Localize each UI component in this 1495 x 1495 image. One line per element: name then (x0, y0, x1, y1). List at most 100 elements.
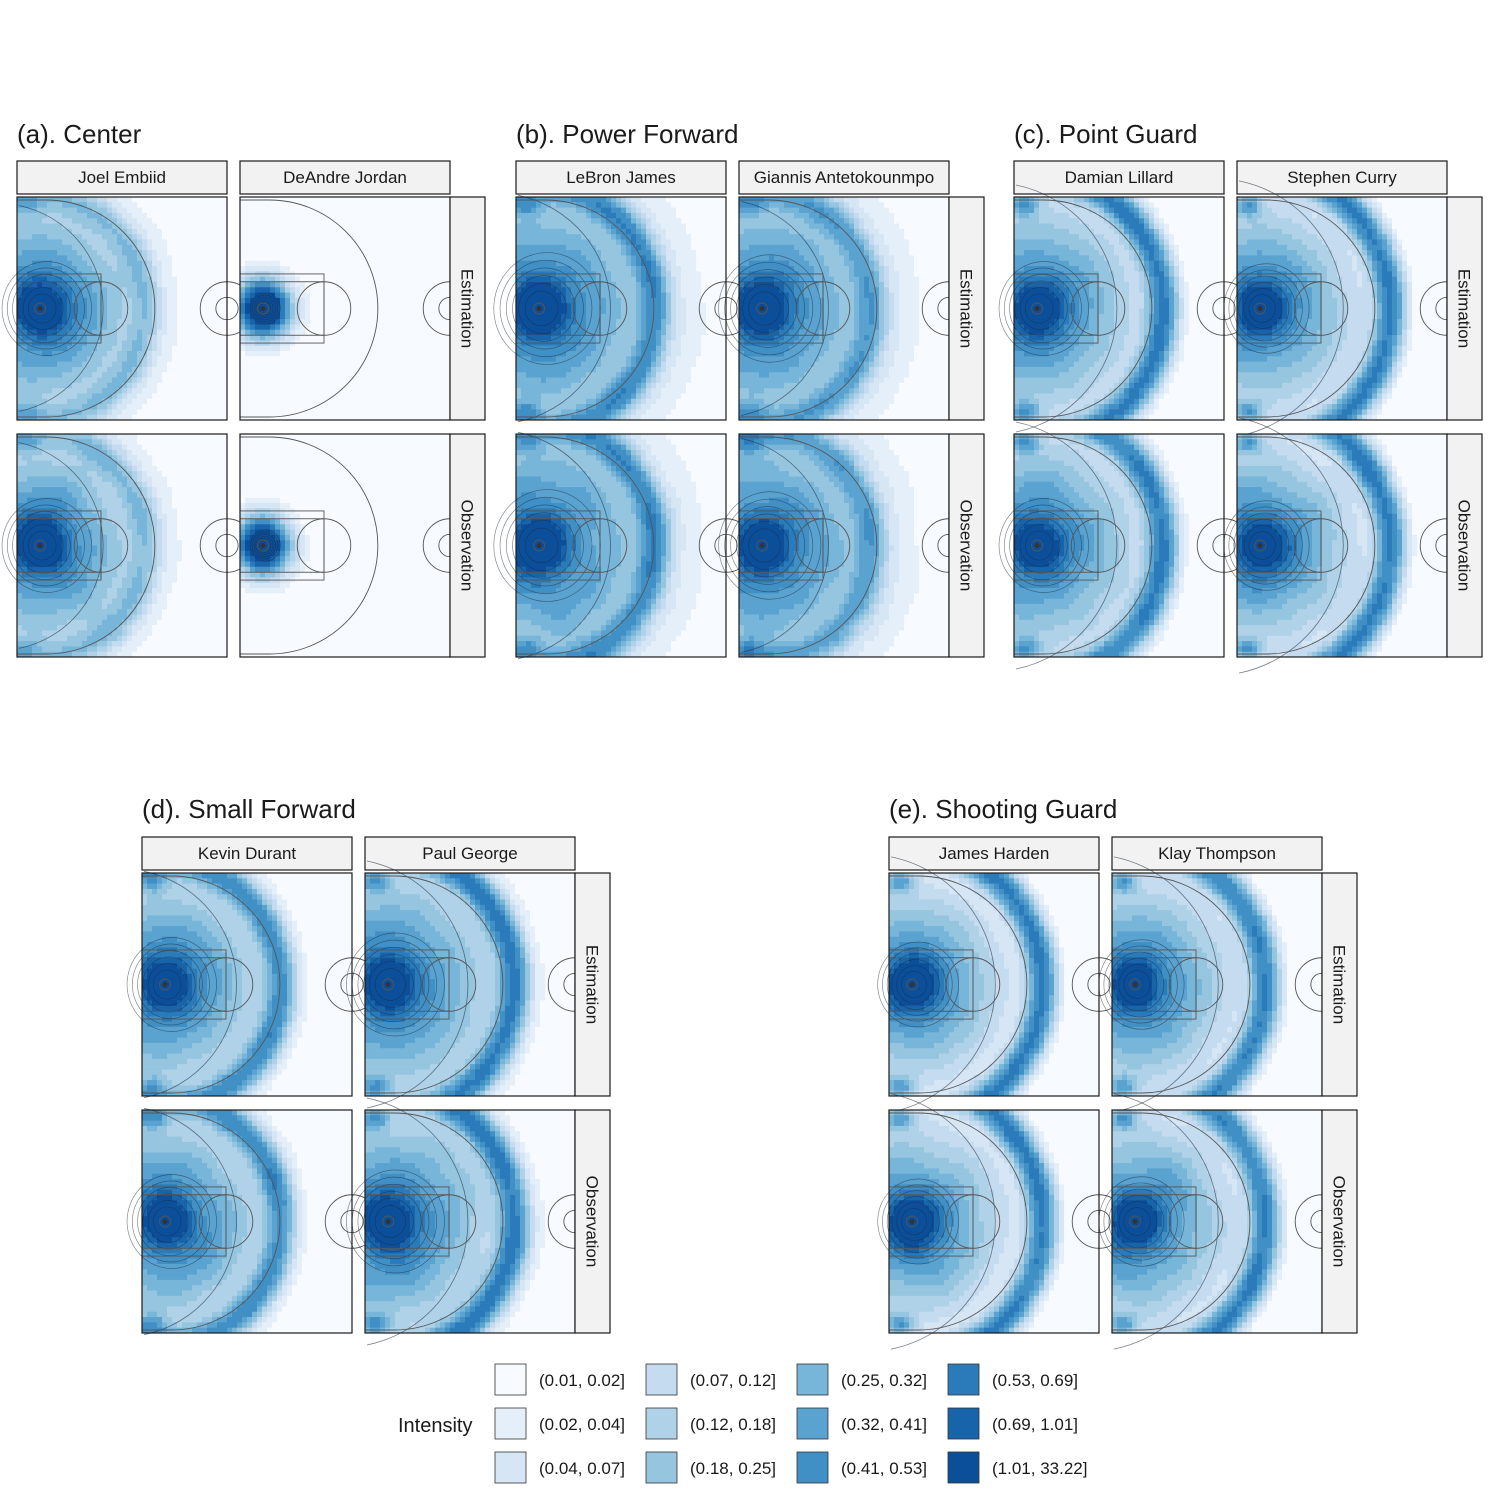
heatmap-cell (182, 271, 187, 277)
heatmap-cell (62, 330, 67, 336)
heatmap-cell (92, 482, 97, 488)
heatmap-cell (405, 213, 410, 219)
heatmap-cell (132, 646, 137, 652)
heatmap-cell (197, 445, 202, 451)
heatmap-cell (22, 356, 27, 362)
heatmap-cell (355, 208, 360, 214)
heatmap-cell (217, 213, 222, 219)
heatmap-cell (147, 314, 152, 320)
heatmap-cell (152, 367, 157, 373)
heatmap-cell (172, 277, 177, 283)
heatmap-cell (390, 298, 395, 304)
heatmap-cell (92, 556, 97, 562)
heatmap-cell (187, 245, 192, 251)
heatmap-cell (330, 261, 335, 267)
heatmap-cell (132, 551, 137, 557)
heatmap-cell (172, 620, 177, 626)
heatmap-cell (127, 298, 132, 304)
heatmap-cell (380, 250, 385, 256)
heatmap-cell (380, 330, 385, 336)
heatmap-cell (52, 450, 57, 456)
heatmap-cell (325, 208, 330, 214)
heatmap-cell (177, 577, 182, 583)
heatmap-cell (310, 393, 315, 399)
heatmap-cell (82, 524, 87, 530)
heatmap-cell (47, 202, 52, 208)
heatmap-cell (370, 372, 375, 378)
heatmap-cell (47, 599, 52, 605)
heatmap-cell (285, 367, 290, 373)
heatmap-cell (137, 498, 142, 504)
heatmap-cell (380, 218, 385, 224)
heatmap-cell (77, 461, 82, 467)
heatmap-cell (375, 372, 380, 378)
heatmap-cell (405, 224, 410, 230)
heatmap-cell (182, 218, 187, 224)
heatmap-cell (172, 588, 177, 594)
heatmap-cell (122, 362, 127, 368)
heatmap-cell (47, 239, 52, 245)
heatmap-cell (187, 372, 192, 378)
heatmap-cell (340, 239, 345, 245)
heatmap-cell (217, 372, 222, 378)
heatmap-cell (207, 351, 212, 357)
heatmap-cell (117, 572, 122, 578)
heatmap-cell (270, 362, 275, 368)
heatmap-cell (167, 466, 172, 472)
heatmap-cell (127, 498, 132, 504)
heatmap-cell (325, 287, 330, 293)
heatmap-cell (187, 261, 192, 267)
heatmap-cell (167, 583, 172, 589)
heatmap-cell (320, 309, 325, 315)
heatmap-cell (202, 535, 207, 541)
heatmap-cell (255, 282, 260, 288)
heatmap-cell (207, 498, 212, 504)
heatmap-cell (182, 519, 187, 525)
heatmap-cell (295, 255, 300, 261)
heatmap-cell (167, 503, 172, 509)
heatmap-cell (207, 309, 212, 315)
heatmap-cell (82, 213, 87, 219)
heatmap-cell (187, 514, 192, 520)
heatmap-cell (32, 213, 37, 219)
heatmap-cell (375, 346, 380, 352)
heatmap-cell (127, 287, 132, 293)
heatmap-cell (117, 356, 122, 362)
heatmap-cell (32, 551, 37, 557)
heatmap-cell (127, 218, 132, 224)
heatmap-cell (182, 319, 187, 325)
heatmap-cell (265, 287, 270, 293)
heatmap-cell (167, 604, 172, 610)
heatmap-cell (380, 213, 385, 219)
heatmap-cell (172, 362, 177, 368)
heatmap-cell (112, 309, 117, 315)
heatmap-cell (147, 434, 152, 440)
heatmap-cell (385, 229, 390, 235)
heatmap-cell (177, 519, 182, 525)
heatmap-cell (360, 234, 365, 240)
heatmap-cell (355, 409, 360, 415)
heatmap-cell (197, 335, 202, 341)
heatmap-cell (177, 277, 182, 283)
heatmap-cell (22, 588, 27, 594)
heatmap-cell (102, 593, 107, 599)
heatmap-cell (400, 202, 405, 208)
heatmap-cell (197, 508, 202, 514)
heatmap-cell (97, 630, 102, 636)
heatmap-cell (330, 245, 335, 251)
heatmap-cell (182, 229, 187, 235)
heatmap-cell (112, 245, 117, 251)
heatmap-cell (52, 229, 57, 235)
heatmap-cell (112, 445, 117, 451)
heatmap-cell (147, 202, 152, 208)
heatmap-cell (370, 197, 375, 203)
heatmap-cell (265, 266, 270, 272)
heatmap-cell (182, 404, 187, 410)
heatmap-cell (390, 362, 395, 368)
heatmap-cell (182, 588, 187, 594)
heatmap-cell (17, 646, 22, 652)
heatmap-cell (122, 335, 127, 341)
heatmap-cell (255, 239, 260, 245)
heatmap-cell (137, 393, 142, 399)
heatmap-cell (295, 330, 300, 336)
